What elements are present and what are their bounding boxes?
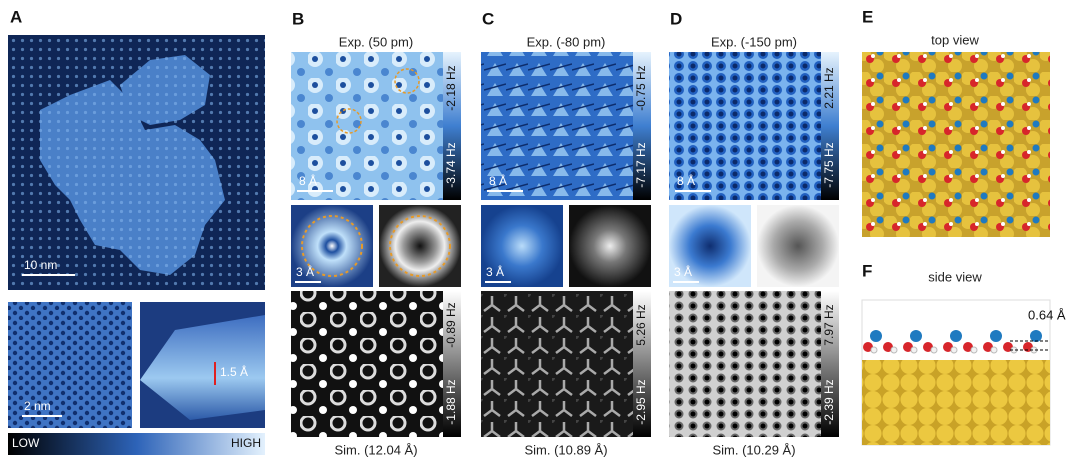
panel-e: E top view (862, 7, 1050, 237)
height-label: 0.64 Å (1028, 307, 1066, 322)
oxygen-atom (983, 342, 993, 352)
panel-label: B (292, 9, 304, 28)
highlight-ring (301, 215, 363, 277)
substrate (862, 360, 1050, 445)
zoom-exp (291, 205, 373, 287)
carbon-atom (870, 330, 882, 342)
texture (8, 35, 265, 290)
colorbar-low: LOW (12, 436, 40, 450)
sim-image (669, 291, 821, 437)
colorbar-min: -1.88 Hz (444, 379, 458, 424)
colorbar-max: 7.97 Hz (822, 304, 836, 345)
panel-label: E (862, 7, 873, 26)
panel-f: F side view 0.64 Å (861, 261, 1066, 446)
colorbar-max: -2.18 Hz (444, 65, 458, 110)
scale-label: 8 Å (489, 173, 507, 188)
colorbar-min: -7.75 Hz (822, 142, 836, 187)
panel-caption: Sim. (10.29 Å) (712, 442, 795, 457)
colorbar (821, 291, 839, 437)
panel-title: Exp. (-150 pm) (711, 34, 797, 49)
panel-b: B Exp. (50 pm) -2.18 Hz -3.74 Hz 8 Å 3 Å -0.89… (291, 9, 461, 457)
panel-label: D (670, 9, 682, 28)
oxygen-atom (883, 342, 893, 352)
colorbar-max: -0.89 Hz (444, 302, 458, 347)
colorbar (633, 291, 651, 437)
panel-title: side view (928, 269, 982, 284)
colorbar (443, 52, 461, 200)
panel-a: A 10 nm 2 nm 1.5 Å LOW HIGH (8, 7, 265, 455)
colorbar-min: -2.39 Hz (822, 379, 836, 424)
hydrogen-atom (890, 346, 898, 354)
colorbar (8, 433, 265, 455)
colorbar-min: -3.74 Hz (444, 142, 458, 187)
zoom-sim (379, 205, 461, 287)
hydrogen-atom (910, 346, 918, 354)
panel-caption: Sim. (12.04 Å) (334, 442, 417, 457)
scale-label: 3 Å (296, 264, 314, 279)
colorbar-max: -0.75 Hz (634, 65, 648, 110)
hydrogen-atom (930, 346, 938, 354)
scale-label: 2 nm (24, 399, 51, 413)
carbon-atom (950, 330, 962, 342)
oxygen-atom (903, 342, 913, 352)
panel-label: A (10, 7, 22, 26)
panel-label: C (482, 9, 494, 28)
carbon-atom (990, 330, 1002, 342)
colorbar-max: 5.26 Hz (634, 304, 648, 345)
zoom-sim (757, 205, 839, 287)
oxygen-atom (923, 342, 933, 352)
colorbar (443, 291, 461, 437)
colorbar-high: HIGH (231, 436, 261, 450)
oxygen-atom (943, 342, 953, 352)
hydrogen-atom (970, 346, 978, 354)
colorbar (633, 52, 651, 200)
scale-label: 8 Å (677, 173, 695, 188)
scale-label: 10 nm (24, 258, 57, 272)
exp-image (481, 52, 633, 200)
3d-surface (140, 315, 265, 420)
scale-label: 3 Å (486, 264, 504, 279)
panel-title: Exp. (50 pm) (339, 34, 413, 49)
panel-c: C Exp. (-80 pm) -0.75 Hz -7.17 Hz 8 Å 3 Å 5.26… (481, 9, 651, 457)
height-label: 1.5 Å (220, 364, 248, 379)
oxygen-atom (963, 342, 973, 352)
carbon-atom (1030, 330, 1042, 342)
colorbar-min: -2.95 Hz (634, 379, 648, 424)
panel-label: F (862, 261, 872, 280)
panel-title: Exp. (-80 pm) (527, 34, 606, 49)
hydrogen-atom (870, 346, 878, 354)
top-view-model (862, 52, 1050, 237)
oxygen-atom (863, 342, 873, 352)
hydrogen-atom (990, 346, 998, 354)
sim-image (481, 291, 633, 437)
hydrogen-atom (950, 346, 958, 354)
carbon-atom (910, 330, 922, 342)
exp-image (669, 52, 821, 200)
scale-label: 3 Å (674, 264, 692, 279)
highlight-ring (389, 215, 451, 277)
panel-caption: Sim. (10.89 Å) (524, 442, 607, 457)
colorbar (821, 52, 839, 200)
zoom-image (8, 302, 132, 428)
highlight-ring (336, 108, 362, 134)
zoom-exp (481, 205, 563, 287)
colorbar-min: -7.17 Hz (634, 142, 648, 187)
zoom-sim (569, 205, 651, 287)
panel-d: D Exp. (-150 pm) 2.21 Hz -7.75 Hz 8 Å 3 Å 7.97… (669, 9, 839, 457)
water-layer (863, 330, 1042, 354)
colorbar-max: 2.21 Hz (822, 67, 836, 108)
highlight-ring (394, 68, 420, 94)
panel-title: top view (931, 32, 979, 47)
scale-label: 8 Å (299, 173, 317, 188)
sim-image (291, 291, 443, 437)
zoom-exp (669, 205, 751, 287)
